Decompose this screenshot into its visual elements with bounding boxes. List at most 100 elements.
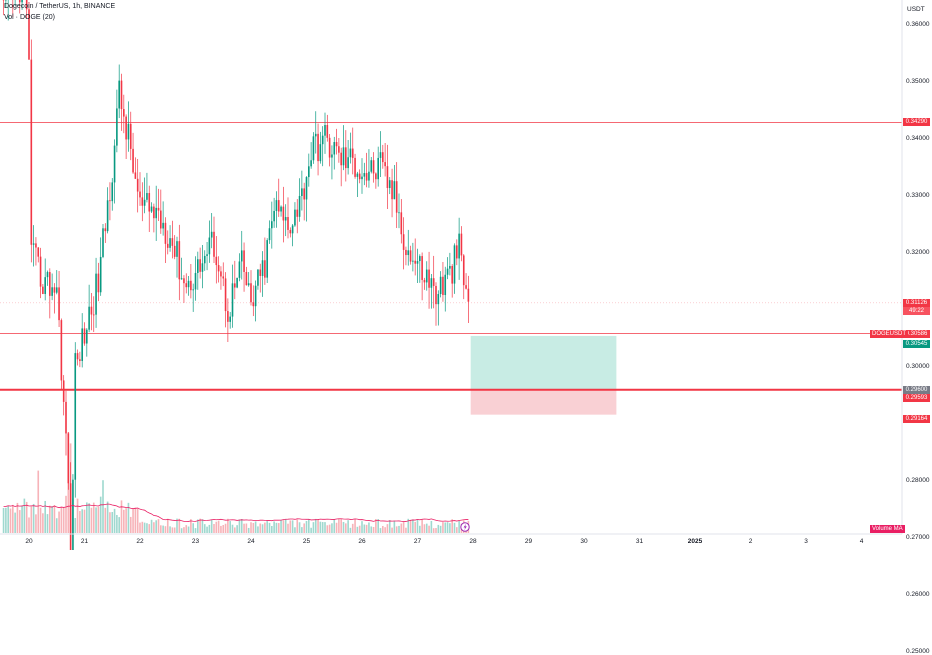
price-chart[interactable] — [0, 0, 932, 550]
candle-body — [35, 243, 37, 247]
volume-bar — [285, 519, 287, 533]
candle-body — [236, 278, 238, 288]
candle-body — [357, 174, 359, 177]
volume-bar — [234, 527, 236, 533]
candle-body — [269, 228, 271, 240]
candle-body — [364, 173, 366, 177]
volume-bar — [317, 519, 319, 533]
volume-bar — [185, 525, 187, 533]
candle-body — [197, 259, 199, 273]
candle-body — [176, 241, 178, 257]
candle-body — [123, 109, 125, 117]
price-tag-entry: 0.29600 — [903, 386, 930, 394]
candle-body — [132, 149, 134, 173]
volume-bar — [47, 514, 49, 533]
candle-body — [315, 134, 317, 137]
flash-icon[interactable] — [461, 523, 469, 531]
volume-bar — [188, 527, 190, 533]
volume-bar — [419, 526, 421, 533]
time-tick-label: 21 — [81, 538, 88, 545]
volume-bar — [137, 509, 139, 533]
candle-body — [449, 266, 451, 269]
candle-body — [86, 330, 88, 344]
volume-bar — [227, 519, 229, 533]
candle-body — [340, 153, 342, 166]
volume-bar — [109, 512, 111, 533]
candle-body — [79, 359, 81, 361]
candle-body — [153, 207, 155, 219]
volume-bar — [394, 521, 396, 533]
time-tick-label: 2025 — [688, 538, 702, 545]
candle-body — [109, 200, 111, 201]
candle-body — [454, 245, 456, 283]
time-tick-label: 31 — [636, 538, 643, 545]
volume-bar — [153, 522, 155, 533]
candle-body — [401, 212, 403, 234]
candle-body — [278, 200, 280, 211]
volume-bar — [255, 521, 257, 533]
candle-body — [148, 193, 150, 211]
volume-bar — [343, 522, 345, 533]
candle-body — [317, 134, 319, 161]
time-tick-label: 30 — [580, 538, 587, 545]
volume-bar — [225, 524, 227, 533]
volume-bar — [220, 526, 222, 533]
candle-body — [255, 286, 257, 306]
chart-area[interactable]: Dogecoin / TetherUS, 1h, BINANCE Vol · D… — [0, 0, 932, 550]
volume-bar — [412, 519, 414, 533]
price-tag-target: 0.30545 — [903, 340, 930, 348]
time-tick-label: 27 — [414, 538, 421, 545]
candle-body — [329, 138, 331, 158]
candle-body — [426, 270, 428, 283]
volume-bar — [125, 508, 127, 533]
volume-bar — [401, 523, 403, 533]
candle-body — [375, 173, 377, 179]
candle-body — [264, 260, 266, 277]
candle-body — [88, 307, 90, 330]
candle-body — [169, 238, 171, 248]
volume-bar — [146, 523, 148, 533]
candle-body — [241, 250, 243, 261]
candle-body — [40, 257, 42, 287]
candle-body — [216, 257, 218, 265]
candle-body — [250, 283, 252, 302]
volume-bar — [135, 508, 137, 533]
candle-body — [95, 274, 97, 315]
volume-bar — [287, 524, 289, 533]
volume-bar — [340, 519, 342, 533]
candle-body — [158, 208, 160, 211]
candle-body — [204, 256, 206, 263]
candle-body — [135, 172, 137, 178]
volume-bar — [24, 499, 26, 533]
volume-bar — [183, 527, 185, 533]
candle-body — [202, 263, 204, 272]
candle-body — [181, 278, 183, 279]
volume-bar — [250, 522, 252, 533]
candle-body — [144, 200, 146, 206]
time-tick-label: 3 — [804, 538, 808, 545]
symbol-name-tag: DOGEUSDT — [870, 330, 908, 338]
candle-body — [232, 283, 234, 316]
candle-body — [303, 188, 305, 199]
volume-bar — [352, 524, 354, 533]
volume-bar — [58, 512, 60, 533]
volume-bar — [118, 517, 120, 533]
volume-bar — [431, 521, 433, 533]
candlesticks — [3, 0, 469, 550]
volume-bar — [40, 508, 42, 533]
price-tick-label: 0.34000 — [906, 135, 930, 142]
candle-body — [188, 281, 190, 287]
candle-body — [338, 146, 340, 152]
candle-body — [146, 193, 148, 200]
volume-bar — [28, 517, 30, 533]
candle-body — [431, 278, 433, 288]
volume-bar — [338, 519, 340, 533]
price-tick-label: 0.26000 — [906, 591, 930, 598]
candle-body — [417, 261, 419, 264]
candle-body — [333, 142, 335, 154]
volume-bar — [222, 525, 224, 533]
volume-bar — [366, 525, 368, 533]
candle-body — [114, 146, 116, 183]
volume-bar — [306, 521, 308, 533]
volume-bar — [158, 519, 160, 533]
